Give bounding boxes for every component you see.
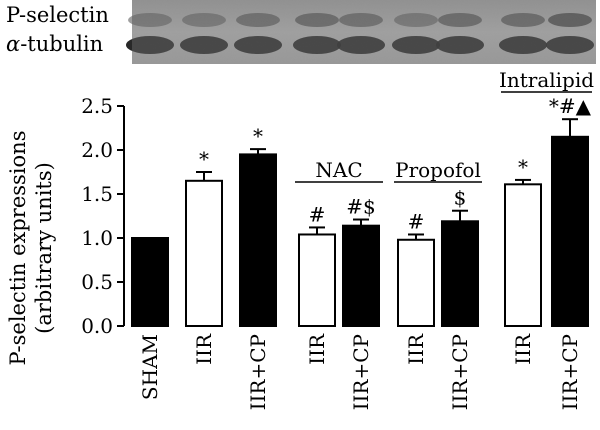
significance-mark: #$	[346, 195, 375, 219]
bars: **# #$#$**#▲	[131, 94, 592, 327]
x-tick-label: IIR+CP	[448, 334, 472, 410]
blot-label-tubulin: α-tubulin	[6, 32, 103, 56]
x-tick-label: IIR	[305, 333, 329, 365]
y-axis: 0.0 0.5 1.0 1.5 2.0 2.5	[81, 94, 125, 338]
x-tick-label: IIR+CP	[246, 334, 270, 410]
y-axis-label-line-1: P-selectin expressions	[6, 131, 30, 366]
y-axis-label-line-2: (arbitrary units)	[32, 162, 56, 334]
y-tick-label: 2.5	[81, 94, 113, 118]
significance-mark: #	[309, 202, 326, 226]
significance-mark: *	[199, 147, 209, 171]
significance-mark: $	[454, 186, 467, 210]
x-tick-label: IIR	[404, 333, 428, 365]
blot-label-p-selectin: P-selectin	[6, 3, 109, 27]
x-tick-label: IIR+CP	[349, 334, 373, 410]
western-blot-panel: P-selectin α-tubulin	[6, 0, 596, 64]
bar	[185, 179, 223, 327]
bar	[298, 233, 336, 327]
x-tick-label: IIR+CP	[558, 334, 582, 410]
bar	[551, 135, 589, 327]
x-tick-label: IIR	[511, 333, 535, 365]
significance-mark: *	[253, 124, 263, 148]
bar	[131, 237, 169, 327]
x-tick-label: SHAM	[138, 334, 162, 400]
x-tick-label: IIR	[192, 333, 216, 365]
significance-mark: *#▲	[549, 94, 592, 118]
group-label: Intralipid	[499, 68, 594, 92]
y-tick-label: 0.0	[81, 314, 113, 338]
group-label: Propofol	[395, 158, 481, 182]
bar	[397, 238, 435, 327]
bar	[342, 224, 380, 327]
y-tick-label: 0.5	[81, 270, 113, 294]
x-axis-labels: SHAM IIR IIR+CP IIR IIR+CP IIR IIR+CP IIR IIR+CP	[138, 333, 582, 410]
bar	[441, 220, 479, 327]
y-tick-label: 2.0	[81, 138, 113, 162]
bar	[504, 183, 542, 327]
treatment-groups: NAC Propofol Intralipid	[295, 68, 594, 183]
significance-mark: #	[408, 209, 425, 233]
group-label: NAC	[315, 158, 362, 182]
bar	[239, 153, 277, 327]
y-tick-label: 1.5	[81, 182, 113, 206]
y-tick-label: 1.0	[81, 226, 113, 250]
bar-chart: 0.0 0.5 1.0 1.5 2.0 2.5 P-selectin expression…	[6, 68, 594, 410]
significance-mark: *	[518, 155, 528, 179]
y-axis-label: P-selectin expressions (arbitrary units)	[6, 131, 56, 366]
